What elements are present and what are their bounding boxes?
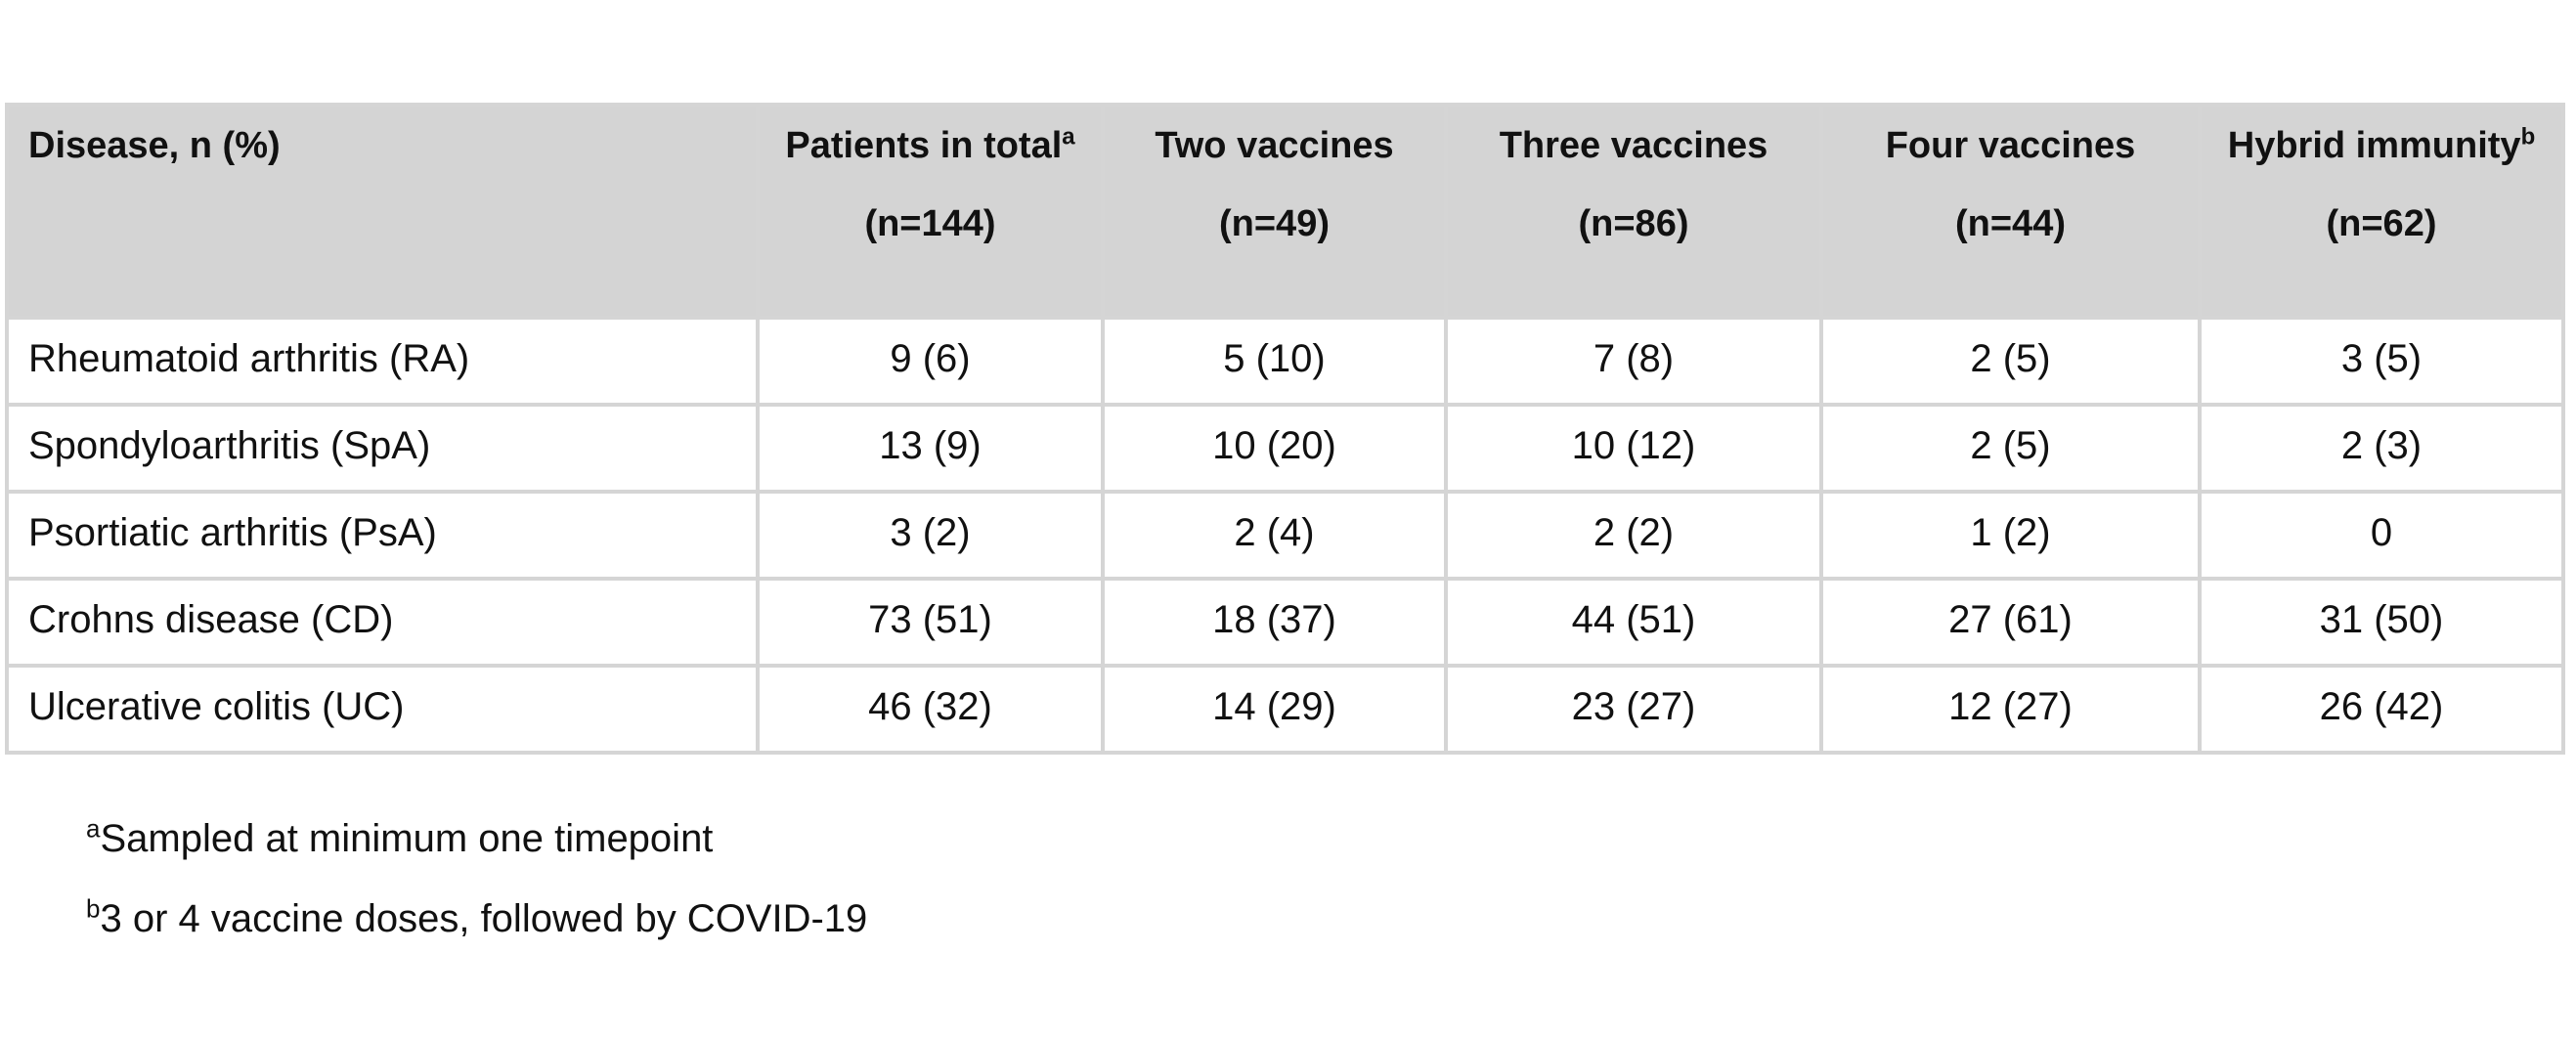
disease-name: Crohns disease (CD) [5, 577, 760, 668]
col-header-disease-label: Disease, n (%) [28, 125, 281, 166]
disease-vaccine-table: Disease, n (%) Patients in totala (n=144… [5, 103, 2565, 755]
footnote-a: aSampled at minimum one timepoint [86, 809, 713, 868]
col-header-patients-total: Patients in totala (n=144) [756, 103, 1105, 320]
table-row-psa: Psortiatic arthritis (PsA) 3 (2) 2 (4) 2… [5, 490, 2565, 581]
table-cell: 12 (27) [1819, 664, 2202, 755]
table-cell: 9 (6) [756, 316, 1105, 407]
table-cell: 14 (29) [1101, 664, 1448, 755]
col-header-n: (n=62) [2326, 203, 2437, 244]
table-cell: 3 (5) [2198, 316, 2565, 407]
footnote-b-marker: b [86, 893, 101, 924]
table-cell: 2 (2) [1444, 490, 1823, 581]
table-cell: 13 (9) [756, 403, 1105, 494]
col-header-label: Hybrid immunityb [2227, 123, 2536, 166]
table-cell: 2 (5) [1819, 316, 2202, 407]
col-header-n: (n=86) [1578, 203, 1689, 244]
table-cell: 23 (27) [1444, 664, 1823, 755]
table-cell: 26 (42) [2198, 664, 2565, 755]
table-row-ra: Rheumatoid arthritis (RA) 9 (6) 5 (10) 7… [5, 316, 2565, 407]
col-header-three-vaccines: Three vaccines (n=86) [1444, 103, 1823, 320]
table-header-row: Disease, n (%) Patients in totala (n=144… [5, 103, 2565, 320]
table-cell: 2 (4) [1101, 490, 1448, 581]
col-header-n: (n=49) [1219, 203, 1330, 244]
col-header-label: Two vaccines [1155, 125, 1394, 166]
footnote-marker-a: a [1062, 123, 1075, 151]
table-cell: 46 (32) [756, 664, 1105, 755]
footnote-marker-b: b [2520, 123, 2536, 151]
footnote-b-text: 3 or 4 vaccine doses, followed by COVID-… [100, 897, 868, 940]
table-cell: 73 (51) [756, 577, 1105, 668]
table-cell: 2 (5) [1819, 403, 2202, 494]
table-cell: 18 (37) [1101, 577, 1448, 668]
table-cell: 31 (50) [2198, 577, 2565, 668]
table-cell: 3 (2) [756, 490, 1105, 581]
col-header-hybrid-immunity: Hybrid immunityb (n=62) [2198, 103, 2565, 320]
table-cell: 10 (20) [1101, 403, 1448, 494]
table-cell: 0 [2198, 490, 2565, 581]
table-row-spa: Spondyloarthritis (SpA) 13 (9) 10 (20) 1… [5, 403, 2565, 494]
table-cell: 5 (10) [1101, 316, 1448, 407]
table-cell: 10 (12) [1444, 403, 1823, 494]
table-cell: 1 (2) [1819, 490, 2202, 581]
footnote-a-marker: a [86, 813, 101, 844]
col-header-disease: Disease, n (%) [5, 103, 760, 320]
table-cell: 27 (61) [1819, 577, 2202, 668]
table-cell: 44 (51) [1444, 577, 1823, 668]
disease-name: Ulcerative colitis (UC) [5, 664, 760, 755]
col-header-label: Three vaccines [1499, 125, 1768, 166]
table-row-cd: Crohns disease (CD) 73 (51) 18 (37) 44 (… [5, 577, 2565, 668]
col-header-label: Patients in totala [785, 123, 1075, 166]
disease-name: Spondyloarthritis (SpA) [5, 403, 760, 494]
col-header-n: (n=44) [1955, 203, 2066, 244]
col-header-two-vaccines: Two vaccines (n=49) [1101, 103, 1448, 320]
disease-name: Rheumatoid arthritis (RA) [5, 316, 760, 407]
col-header-label: Four vaccines [1885, 125, 2136, 166]
disease-name: Psortiatic arthritis (PsA) [5, 490, 760, 581]
footnote-b: b3 or 4 vaccine doses, followed by COVID… [86, 889, 867, 948]
footnote-a-text: Sampled at minimum one timepoint [100, 817, 714, 860]
table-cell: 2 (3) [2198, 403, 2565, 494]
table-row-uc: Ulcerative colitis (UC) 46 (32) 14 (29) … [5, 664, 2565, 755]
col-header-four-vaccines: Four vaccines (n=44) [1819, 103, 2202, 320]
col-header-n: (n=144) [864, 203, 996, 244]
table-cell: 7 (8) [1444, 316, 1823, 407]
